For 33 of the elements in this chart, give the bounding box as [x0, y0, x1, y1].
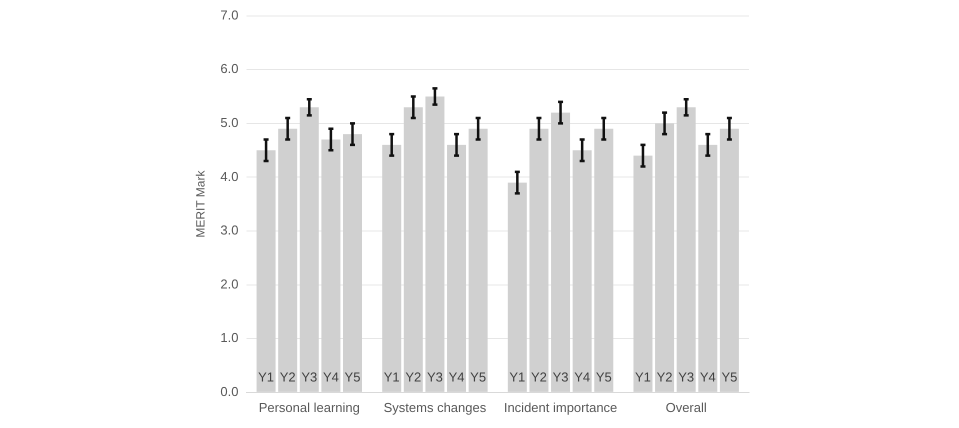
- y-tick-label: 7.0: [220, 7, 238, 22]
- text: Y4: [574, 369, 590, 384]
- x-tick-label: Incident importance: [504, 400, 618, 415]
- y-tick-label: 4.0: [220, 168, 238, 184]
- y-tick-label: 5.0: [220, 114, 238, 130]
- y-axis-title: MERIT Mark: [194, 170, 208, 238]
- text: Y5: [470, 369, 486, 384]
- text: Y1: [635, 369, 651, 384]
- y-tick-label: 1.0: [220, 330, 238, 346]
- series-label: Y5: [344, 369, 360, 384]
- y-tick-label: 0.0: [220, 384, 238, 399]
- text: Y4: [700, 369, 716, 384]
- text: Y1: [509, 369, 526, 384]
- text: Y2: [405, 369, 422, 384]
- series-label: Y3: [426, 369, 443, 384]
- text: Y2: [530, 369, 547, 384]
- text: Y3: [678, 369, 694, 384]
- series-label: Y4: [322, 369, 339, 384]
- y-tick-label: 3.0: [220, 222, 238, 238]
- series-label: Y2: [656, 369, 673, 384]
- text: Y4: [448, 369, 464, 384]
- x-tick-label: Personal learning: [258, 400, 360, 415]
- y-tick-label: 6.0: [220, 61, 238, 76]
- text: Y3: [552, 369, 569, 384]
- series-label: Y1: [258, 369, 274, 384]
- text: Y5: [596, 369, 612, 384]
- y-tick-label: 2.0: [220, 276, 238, 292]
- x-tick-label: Systems changes: [384, 400, 487, 415]
- text: Y1: [384, 369, 400, 384]
- text: Y2: [280, 369, 296, 384]
- x-tick-label: Overall: [666, 400, 707, 415]
- text: Y3: [301, 369, 318, 384]
- text: Y5: [721, 369, 738, 384]
